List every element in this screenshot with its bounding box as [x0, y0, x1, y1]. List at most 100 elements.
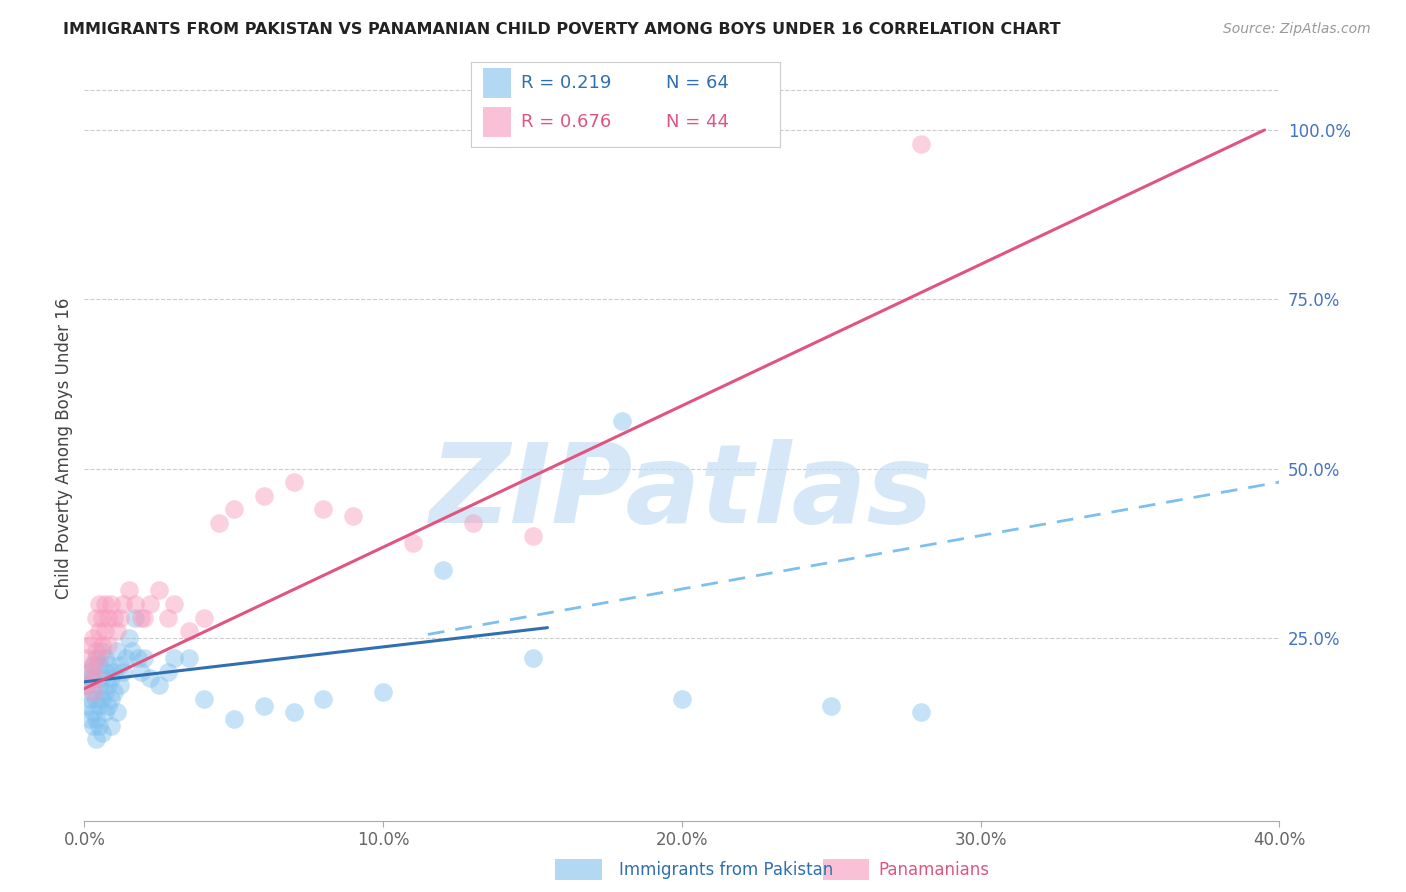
Point: [97, 698, 120, 713]
Point: [110, 657, 132, 672]
Point: [86, 732, 108, 747]
Text: R = 0.676: R = 0.676: [520, 112, 610, 131]
Text: Immigrants from Pakistan: Immigrants from Pakistan: [619, 861, 832, 879]
Point: [112, 597, 135, 611]
Point: [91, 644, 114, 658]
Point: [94, 665, 117, 679]
Point: [82, 672, 104, 686]
Text: N = 44: N = 44: [666, 112, 728, 131]
Point: [91, 610, 114, 624]
Point: [94, 685, 117, 699]
Point: [910, 706, 932, 720]
Point: [193, 691, 215, 706]
Point: [121, 644, 143, 658]
Point: [105, 624, 128, 638]
Point: [89, 698, 111, 713]
Point: [139, 672, 162, 686]
Point: [89, 678, 111, 692]
Point: [148, 678, 170, 692]
Point: [110, 610, 132, 624]
Point: [127, 651, 149, 665]
Point: [79, 691, 101, 706]
Point: [118, 631, 141, 645]
Point: [82, 719, 104, 733]
Point: [177, 651, 200, 665]
Point: [671, 691, 693, 706]
Point: [222, 712, 245, 726]
Point: [124, 610, 146, 624]
Point: [82, 685, 104, 699]
Point: [79, 665, 101, 679]
FancyBboxPatch shape: [484, 69, 512, 98]
Point: [79, 638, 101, 652]
Point: [283, 706, 305, 720]
Point: [89, 624, 111, 638]
Point: [432, 563, 454, 577]
Point: [612, 414, 634, 428]
Point: [103, 665, 125, 679]
Text: Panamanians: Panamanians: [879, 861, 990, 879]
Point: [910, 136, 932, 151]
Point: [177, 624, 200, 638]
Point: [157, 610, 180, 624]
Point: [76, 678, 98, 692]
Point: [820, 698, 842, 713]
FancyBboxPatch shape: [484, 107, 512, 137]
Point: [139, 597, 162, 611]
Point: [97, 610, 120, 624]
Point: [163, 597, 186, 611]
Point: [157, 665, 180, 679]
Point: [86, 672, 108, 686]
Point: [86, 712, 108, 726]
Point: [461, 516, 484, 530]
Point: [100, 691, 122, 706]
Point: [82, 685, 104, 699]
Point: [115, 651, 138, 665]
Point: [132, 651, 156, 665]
Point: [112, 665, 135, 679]
Point: [86, 691, 108, 706]
Point: [89, 651, 111, 665]
Point: [79, 712, 101, 726]
Point: [148, 583, 170, 598]
Point: [89, 597, 111, 611]
Text: N = 64: N = 64: [666, 74, 728, 92]
Point: [342, 508, 364, 523]
Point: [76, 698, 98, 713]
Point: [105, 706, 128, 720]
Point: [103, 610, 125, 624]
Point: [373, 685, 395, 699]
Point: [522, 529, 544, 543]
Text: IMMIGRANTS FROM PAKISTAN VS PANAMANIAN CHILD POVERTY AMONG BOYS UNDER 16 CORRELA: IMMIGRANTS FROM PAKISTAN VS PANAMANIAN C…: [63, 22, 1062, 37]
Point: [208, 516, 231, 530]
Point: [82, 657, 104, 672]
Point: [124, 597, 146, 611]
Point: [94, 651, 117, 665]
Point: [100, 597, 122, 611]
Point: [118, 583, 141, 598]
Text: R = 0.219: R = 0.219: [520, 74, 610, 92]
Point: [86, 610, 108, 624]
Point: [76, 651, 98, 665]
Point: [89, 657, 111, 672]
Point: [94, 624, 117, 638]
Point: [86, 651, 108, 665]
Point: [91, 691, 114, 706]
Point: [312, 502, 335, 516]
Point: [163, 651, 186, 665]
Point: [110, 678, 132, 692]
Point: [82, 706, 104, 720]
Point: [129, 665, 152, 679]
Point: [105, 644, 128, 658]
Point: [86, 644, 108, 658]
Point: [97, 657, 120, 672]
Text: ZIPatlas: ZIPatlas: [430, 440, 934, 547]
Point: [82, 631, 104, 645]
Point: [103, 685, 125, 699]
Point: [132, 610, 156, 624]
Point: [94, 706, 117, 720]
Point: [82, 657, 104, 672]
Point: [522, 651, 544, 665]
Point: [94, 597, 117, 611]
Point: [222, 502, 245, 516]
